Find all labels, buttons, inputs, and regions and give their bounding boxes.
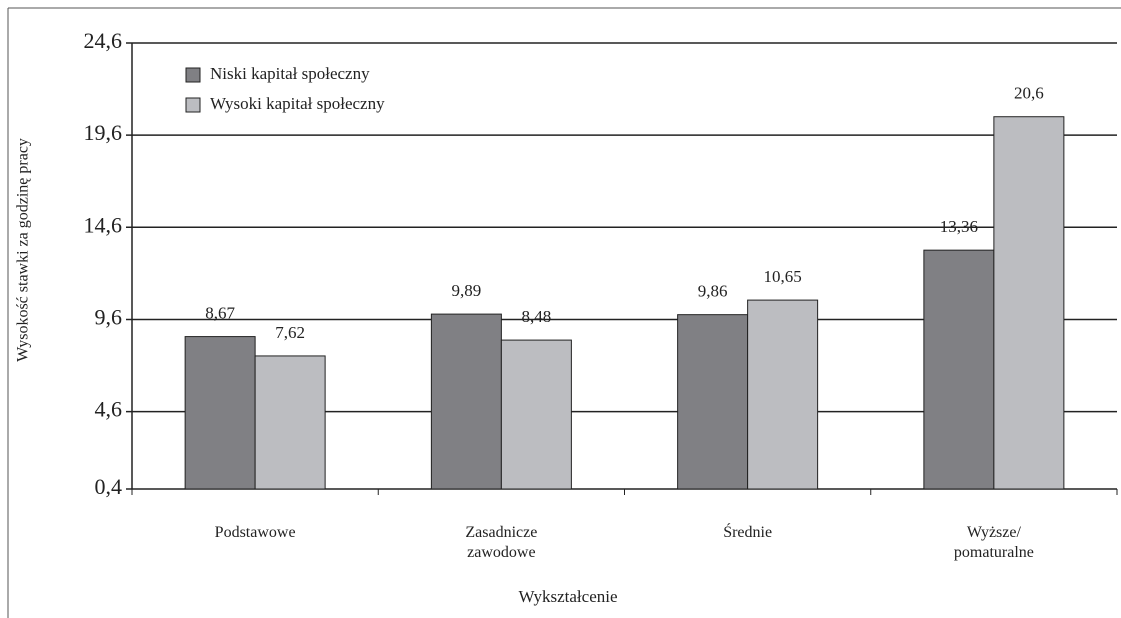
data-label: 7,62 bbox=[275, 323, 305, 342]
bar bbox=[747, 299, 819, 490]
y-tick-label: 24,6 bbox=[84, 28, 123, 53]
bar bbox=[254, 355, 326, 490]
y-tick-label: 0,4 bbox=[95, 474, 123, 499]
data-label: 20,6 bbox=[1014, 84, 1044, 103]
data-label: 8,48 bbox=[522, 307, 552, 326]
data-label: 8,67 bbox=[205, 303, 235, 322]
data-label: 13,36 bbox=[940, 217, 978, 236]
x-tick-label: Wyższe/ pomaturalne bbox=[953, 524, 1034, 561]
legend-label: Wysoki kapitał społeczny bbox=[210, 94, 385, 113]
y-axis-title: Wysokość stawki za godzinę pracy bbox=[15, 138, 32, 362]
x-axis-title: Wykształcenie bbox=[518, 587, 617, 606]
bar bbox=[500, 339, 572, 490]
bar bbox=[430, 313, 502, 490]
data-label: 10,65 bbox=[764, 267, 802, 286]
data-label: 9,89 bbox=[452, 281, 482, 300]
x-tick-label: Średnie bbox=[723, 524, 773, 541]
y-tick-label: 14,6 bbox=[84, 212, 123, 237]
x-tick-label: Podstawowe bbox=[214, 524, 296, 541]
y-tick-label: 4,6 bbox=[95, 397, 123, 422]
legend-swatch bbox=[185, 97, 201, 113]
x-tick-label: Zasadnicze zawodowe bbox=[465, 524, 538, 561]
bar bbox=[184, 336, 256, 490]
bar bbox=[993, 116, 1065, 490]
data-label: 9,86 bbox=[698, 282, 728, 301]
bar bbox=[677, 314, 749, 490]
y-tick-label: 9,6 bbox=[95, 304, 123, 329]
bar bbox=[923, 249, 995, 490]
legend-label: Niski kapitał społeczny bbox=[210, 64, 370, 83]
y-tick-label: 19,6 bbox=[84, 120, 123, 145]
legend-swatch bbox=[185, 67, 201, 83]
